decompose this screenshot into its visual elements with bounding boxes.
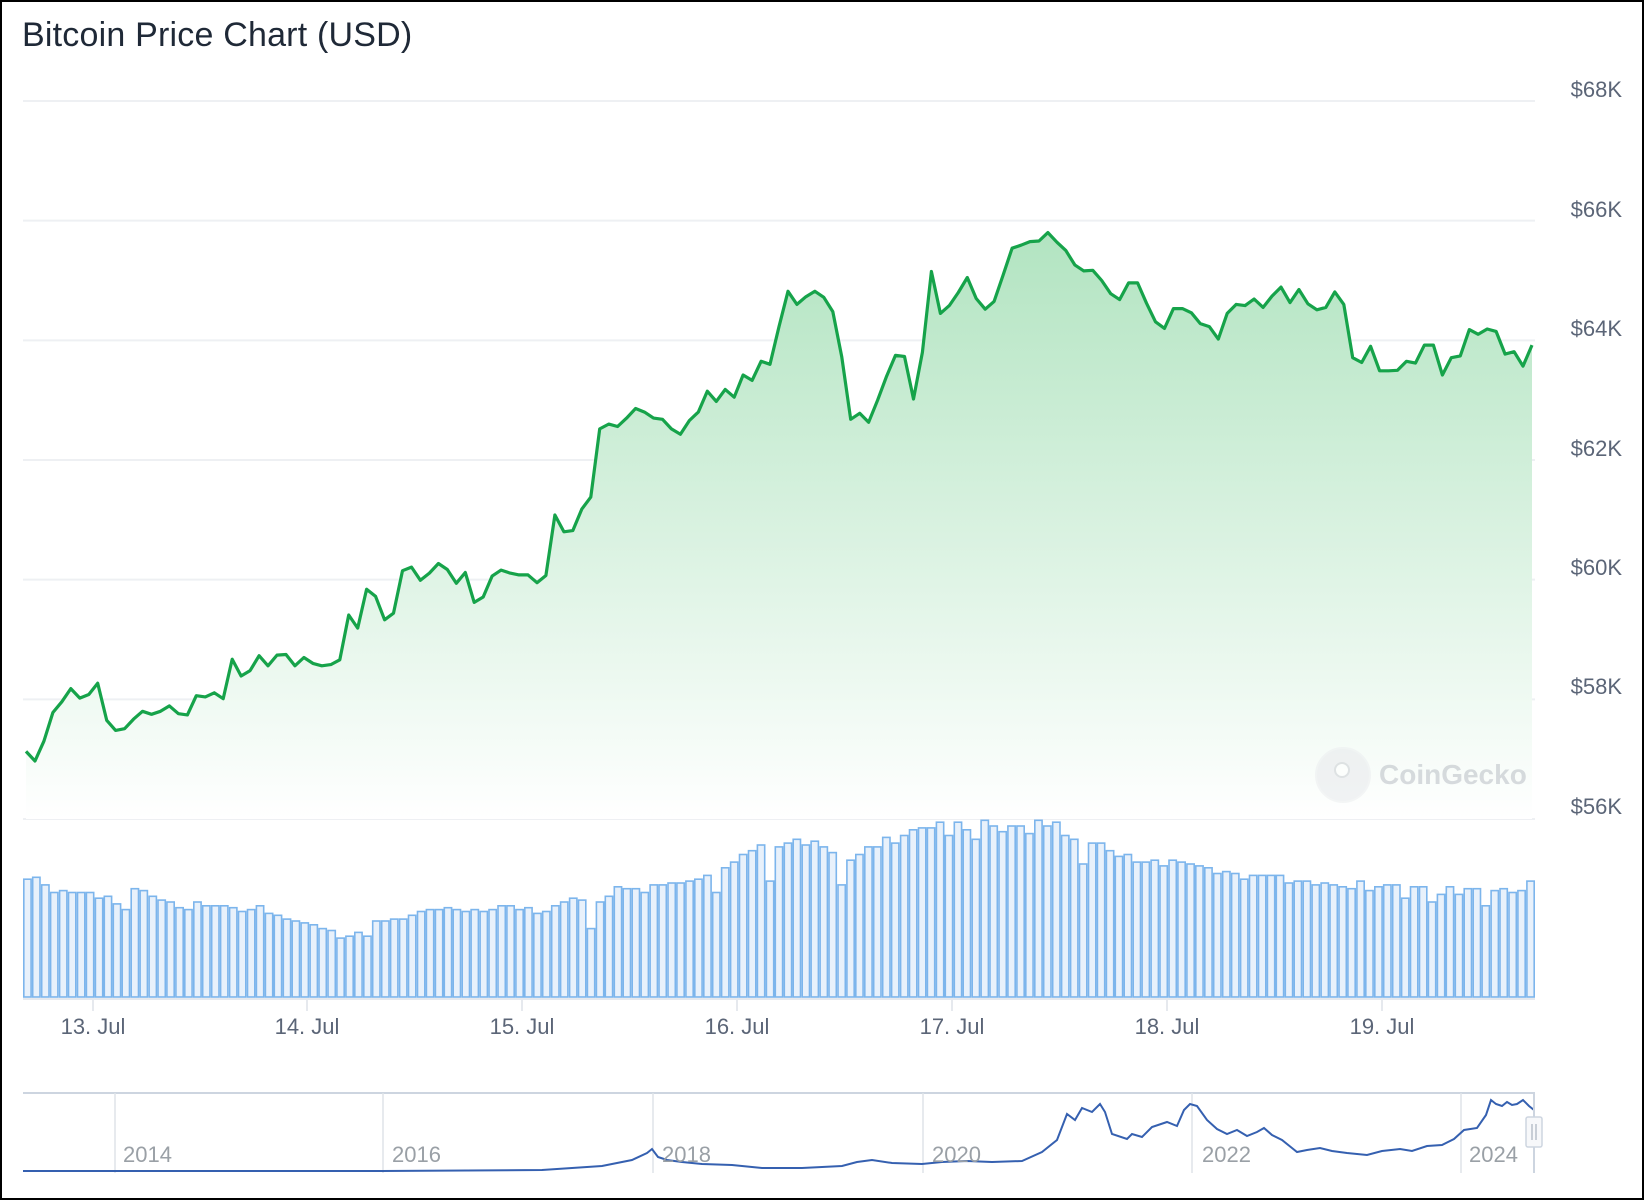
y-tick-label: $56K [1570, 794, 1622, 819]
y-tick-label: $66K [1570, 197, 1622, 222]
x-tick-label: 14. Jul [274, 1014, 340, 1039]
drag-handle-icon[interactable] [1525, 1116, 1543, 1148]
price-line[interactable] [24, 231, 1534, 763]
navigator[interactable] [23, 1092, 1543, 1173]
navigator-year-label: 2022 [1202, 1142, 1251, 1167]
x-tick-label: 15. Jul [489, 1014, 555, 1039]
y-tick-label: $68K [1570, 77, 1622, 102]
navigator-year-label: 2014 [123, 1142, 172, 1167]
y-tick-label: $60K [1570, 555, 1622, 580]
x-axis-ticks [92, 999, 1383, 1011]
navigator-year-label: 2018 [662, 1142, 711, 1167]
x-tick-label: 13. Jul [60, 1014, 126, 1039]
volume-bars [22, 819, 1536, 1000]
navigator-year-label: 2024 [1469, 1142, 1518, 1167]
navigator-year-label: 2016 [392, 1142, 441, 1167]
x-tick-label: 17. Jul [919, 1014, 985, 1039]
price-area [26, 232, 1532, 820]
y-tick-label: $64K [1570, 316, 1622, 341]
x-tick-label: 19. Jul [1349, 1014, 1415, 1039]
coingecko-watermark: CoinGecko [1315, 747, 1527, 803]
y-tick-label: $58K [1570, 674, 1622, 699]
x-tick-label: 18. Jul [1134, 1014, 1200, 1039]
navigator-line [23, 1098, 1535, 1172]
x-tick-label: 16. Jul [704, 1014, 770, 1039]
chart-title: Bitcoin Price Chart (USD) [22, 16, 413, 54]
y-tick-label: $62K [1570, 436, 1622, 461]
gecko-logo-icon [1315, 747, 1371, 803]
navigator-year-label: 2020 [932, 1142, 981, 1167]
